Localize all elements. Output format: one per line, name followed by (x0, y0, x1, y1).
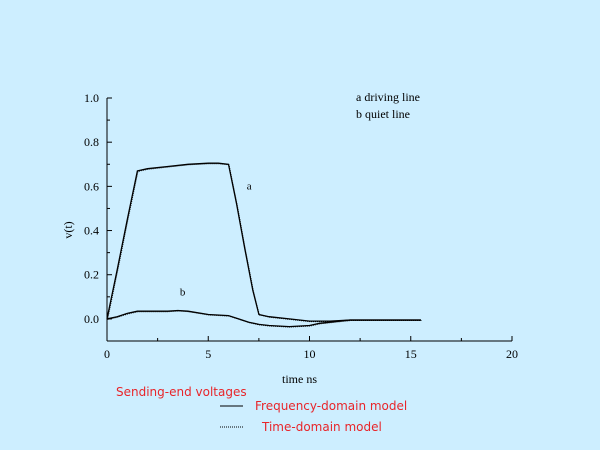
legend-entry-label: Time-domain model (261, 420, 382, 434)
y-tick-label: 0.2 (84, 268, 99, 282)
axes: 0.0 0.2 0.4 0.6 0.8 1.0 0 5 10 15 20 time ns v(t) (61, 91, 518, 386)
y-tick-label: 1.0 (84, 91, 99, 105)
x-tick-label: 20 (506, 347, 518, 361)
curves (106, 162, 422, 328)
y-tick-label: 0.8 (84, 135, 99, 149)
series-line-b-dotted (107, 310, 422, 328)
legend-heading: Sending-end voltages (116, 385, 247, 399)
curve-label-a: a (247, 181, 252, 193)
x-tick-label: 15 (405, 347, 417, 361)
series-line-a-dotted (107, 163, 422, 323)
curve-legend-item: a driving line (356, 90, 420, 104)
series-line-b (106, 309, 421, 328)
curve-label-b: b (180, 287, 186, 299)
legend: Sending-end voltages Frequency-domain mod… (116, 385, 407, 434)
x-axis-label: time ns (282, 372, 317, 386)
x-tick-label: 5 (205, 347, 211, 361)
annotations: a driving line b quiet line a b (180, 90, 420, 299)
curve-legend-item: b quiet line (356, 107, 410, 121)
x-tick-label: 10 (304, 347, 316, 361)
legend-entry-label: Frequency-domain model (255, 399, 407, 413)
series-line-a (106, 162, 421, 322)
y-tick-label: 0.4 (84, 224, 99, 238)
x-tick-label: 0 (104, 347, 110, 361)
y-axis-label: v(t) (61, 221, 75, 238)
y-tick-label: 0.0 (84, 312, 99, 326)
y-tick-label: 0.6 (84, 179, 99, 193)
